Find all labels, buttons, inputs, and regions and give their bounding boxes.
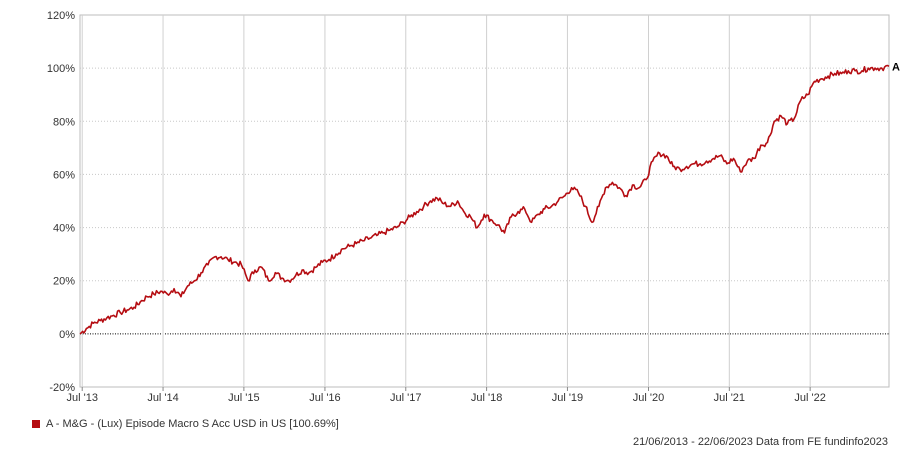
x-tick-label: Jul '18 bbox=[471, 392, 502, 404]
x-tick-label: Jul '22 bbox=[794, 392, 825, 404]
y-tick-label: 100% bbox=[47, 63, 75, 75]
series-end-label: A bbox=[892, 61, 900, 73]
legend: A - M&G - (Lux) Episode Macro S Acc USD … bbox=[32, 418, 339, 430]
legend-swatch bbox=[32, 420, 40, 428]
x-tick-label: Jul '15 bbox=[228, 392, 259, 404]
x-tick-label: Jul '16 bbox=[309, 392, 340, 404]
series-line bbox=[79, 64, 890, 335]
y-axis: -20% 0% 20% 40% 60% 80% 100% 120% bbox=[47, 10, 75, 394]
x-tick-label: Jul '17 bbox=[390, 392, 421, 404]
line-chart: -20%0%20%40%60%80%100%120% Jul '13 Jul '1… bbox=[47, 10, 900, 404]
y-tick-label: 60% bbox=[53, 169, 75, 181]
x-tick-label: Jul '13 bbox=[66, 392, 97, 404]
plot-frame bbox=[79, 14, 890, 388]
y-tick-label: 0% bbox=[59, 329, 75, 341]
source-note: 21/06/2013 - 22/06/2023 Data from FE fun… bbox=[632, 436, 888, 448]
x-tick-label: Jul '14 bbox=[147, 392, 178, 404]
x-tick-label: Jul '19 bbox=[552, 392, 583, 404]
x-tick-label: Jul '21 bbox=[714, 392, 745, 404]
legend-label: A - M&G - (Lux) Episode Macro S Acc USD … bbox=[46, 418, 339, 430]
x-tick-label: Jul '20 bbox=[633, 392, 664, 404]
y-tick-label: -20% bbox=[49, 382, 75, 394]
grid bbox=[79, 14, 890, 388]
x-axis: Jul '13 Jul '14 Jul '15 Jul '16 Jul '17 Jul '… bbox=[66, 387, 826, 404]
y-tick-label: 80% bbox=[53, 116, 75, 128]
y-tick-label: 120% bbox=[47, 10, 75, 22]
series-layer: A bbox=[79, 61, 900, 335]
y-tick-label: 40% bbox=[53, 223, 75, 235]
y-tick-label: 20% bbox=[53, 276, 75, 288]
